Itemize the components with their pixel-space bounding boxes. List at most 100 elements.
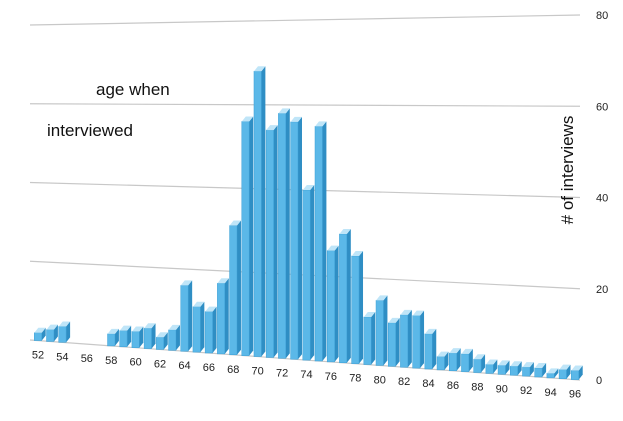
bar-top (510, 361, 522, 367)
bar-age-66 (204, 306, 217, 354)
y-tick-label: 60 (596, 101, 608, 113)
gridline-60 (29, 103, 581, 107)
bar-top (522, 362, 534, 368)
y-axis-label: # of interviews (558, 116, 577, 225)
bar-front (180, 285, 189, 352)
bar-front (58, 326, 67, 343)
bar-front (424, 333, 433, 370)
bar-age-71 (265, 125, 278, 358)
bar-top (180, 280, 193, 286)
bar-top (302, 185, 315, 191)
bar-top (461, 348, 473, 354)
bar-age-68 (229, 220, 241, 356)
bar-side (371, 312, 376, 365)
bar-front (119, 330, 128, 348)
bar-top (473, 354, 486, 360)
x-tick-label: 72 (276, 367, 288, 379)
bar-age-63 (168, 324, 180, 351)
bar-side (41, 327, 46, 341)
bar-front (192, 306, 201, 353)
bar-front (278, 113, 287, 359)
bar-front (229, 225, 238, 356)
bar-front (46, 329, 55, 342)
bar-side (493, 359, 498, 374)
bar-top (363, 312, 376, 318)
bar-side (236, 220, 241, 355)
bar-front (497, 365, 506, 375)
bar-age-74 (302, 185, 315, 361)
bar-age-81 (387, 317, 400, 367)
bar-front (449, 352, 457, 372)
bar-age-89 (485, 359, 498, 374)
bar-age-92 (522, 362, 534, 377)
bar-side (334, 245, 339, 362)
bar-front (107, 333, 116, 347)
y-tick-label: 80 (596, 10, 608, 22)
x-tick-label: 82 (398, 376, 410, 388)
bar-top (400, 309, 412, 315)
x-tick-label: 86 (447, 380, 459, 392)
bar-side (505, 360, 510, 375)
bar-side (114, 328, 119, 346)
y-tick-label: 40 (596, 193, 608, 205)
bar-top (131, 326, 144, 332)
bar-age-58 (107, 328, 119, 347)
bar-side (139, 326, 144, 348)
x-tick-label: 88 (471, 382, 483, 394)
bar-top (144, 323, 156, 329)
bar-top (290, 116, 302, 122)
bar-top (229, 220, 241, 226)
bar-age-73 (290, 116, 302, 360)
bar-front (558, 369, 567, 379)
bar-age-65 (192, 301, 205, 353)
bar-age-78 (351, 250, 364, 364)
bar-age-62 (156, 332, 168, 350)
bar-front (351, 255, 360, 364)
bar-front (571, 370, 579, 380)
bar-top (253, 66, 266, 72)
bar-side (212, 306, 217, 354)
bar-age-70 (253, 66, 266, 357)
bar-top (534, 362, 547, 368)
bar-front (302, 189, 311, 361)
bar-age-53 (46, 324, 58, 342)
bar-top (327, 245, 339, 251)
bar-top (376, 295, 388, 301)
bar-age-95 (558, 364, 571, 379)
bar-age-90 (497, 360, 510, 375)
x-tick-label: 60 (130, 357, 142, 369)
x-tick-label: 52 (32, 350, 44, 362)
bar-age-86 (449, 348, 461, 372)
x-tick-label: 70 (252, 366, 264, 378)
bar-front (290, 121, 299, 360)
x-tick-label: 96 (569, 389, 581, 401)
bar-side (346, 228, 351, 363)
bar-side (273, 125, 278, 358)
bar-side (249, 116, 254, 356)
bar-side (432, 328, 437, 369)
bar-side (163, 332, 168, 350)
bar-front (363, 316, 372, 365)
bar-front (265, 129, 274, 358)
bar-top (437, 351, 449, 357)
bar-front (436, 356, 445, 371)
x-tick-label: 62 (154, 358, 166, 370)
bar-age-69 (241, 116, 254, 356)
bar-age-72 (278, 108, 290, 359)
bar-front (204, 311, 213, 354)
bar-front (253, 70, 262, 357)
bar-front (400, 314, 409, 368)
bar-side (66, 321, 71, 343)
bar-top (388, 317, 400, 323)
x-tick-labels: 52 54 56 58 60 62 64 66 68 70 72 74 76 78 80 82 84 86 88 90… (32, 350, 581, 401)
bar-age-79 (363, 312, 376, 365)
x-tick-label: 76 (325, 371, 337, 383)
x-tick-label: 64 (178, 360, 190, 372)
bar-side (529, 362, 534, 377)
bar-side (481, 354, 486, 373)
y-tick-label: 0 (596, 375, 602, 387)
bar-side (188, 280, 193, 352)
bar-front (168, 329, 177, 351)
